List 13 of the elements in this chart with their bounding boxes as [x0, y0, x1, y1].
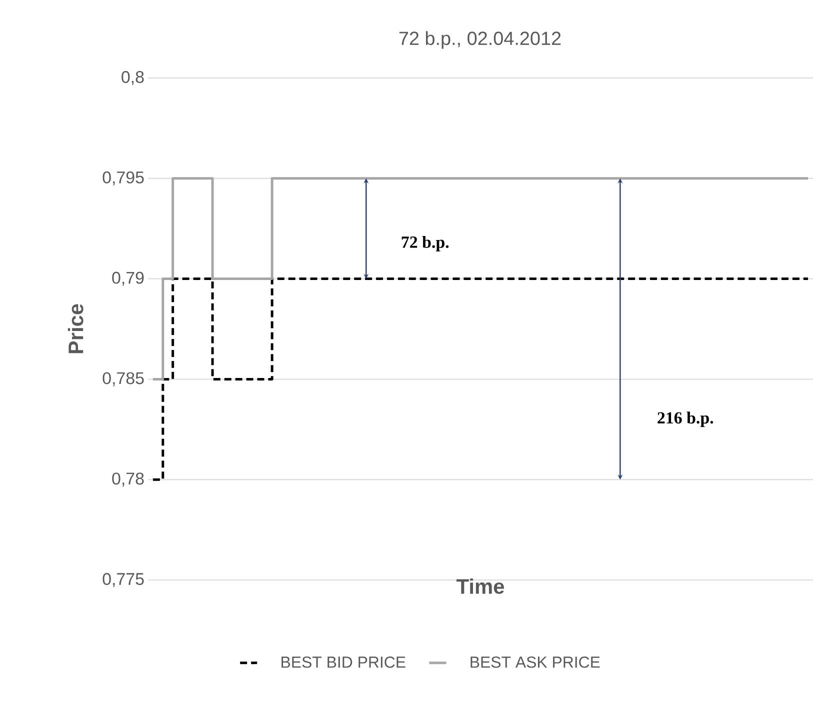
y-tick-label: 0,79: [112, 272, 144, 286]
annotation: 72 b.p.: [402, 236, 449, 252]
legend-label: BEST BID PRICE: [282, 656, 406, 668]
y-tick-label: 0,785: [102, 372, 144, 386]
y-tick-label: 0,8: [122, 71, 144, 85]
y-tick-label: 0,795: [102, 171, 144, 186]
y-tick-label: 0,775: [102, 573, 144, 587]
y-axis-title: Price: [68, 304, 84, 354]
legend-label: BEST ASK PRICE: [470, 656, 600, 668]
y-tick-label: 0,78: [112, 472, 144, 487]
annotation: 216 b.p.: [658, 412, 714, 428]
chart-title: 72 b.p., 02.04.2012: [399, 31, 561, 49]
x-axis-title: Time: [456, 578, 504, 594]
